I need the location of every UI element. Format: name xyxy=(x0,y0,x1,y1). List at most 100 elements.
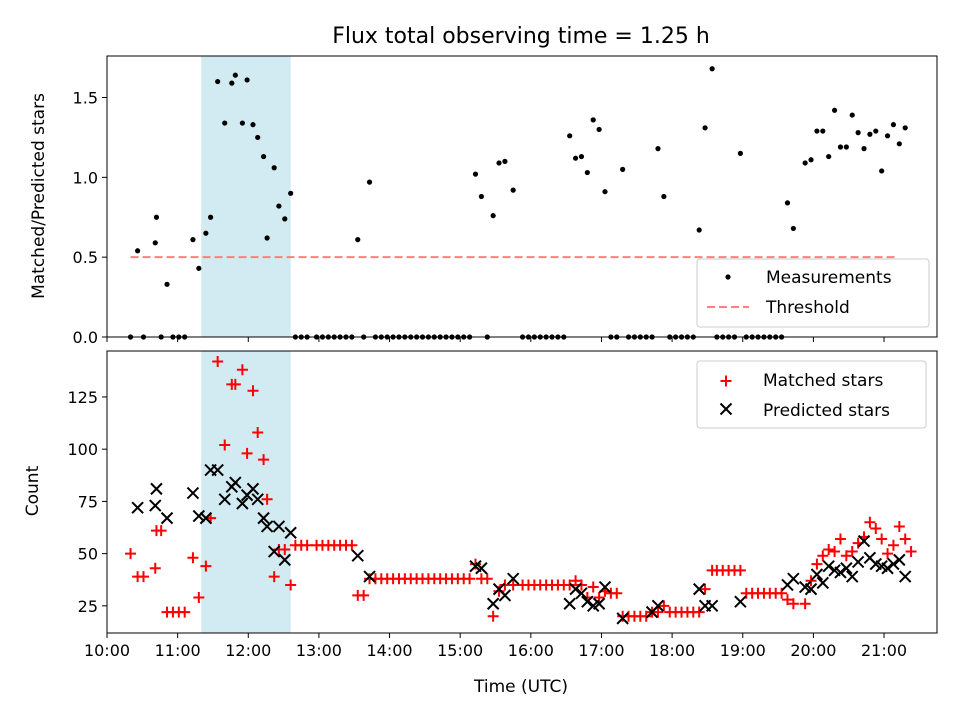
chart-title: Flux total observing time = 1.25 h xyxy=(332,24,710,49)
matched-star-point xyxy=(817,550,829,562)
predicted-star-point xyxy=(150,482,163,496)
predicted-star-point xyxy=(804,582,818,596)
matched-star-point xyxy=(241,447,253,459)
y-tick-label: 50 xyxy=(78,545,98,564)
measurement-point xyxy=(271,165,277,171)
measurement-point xyxy=(790,225,796,232)
matched-star-point xyxy=(268,571,280,583)
predicted-star-point xyxy=(506,572,520,585)
matched-star-point xyxy=(575,579,587,591)
measurement-point xyxy=(276,203,282,209)
predicted-star-point xyxy=(272,520,286,533)
axes-frame xyxy=(106,350,938,634)
measurement-point xyxy=(596,126,602,133)
predicted-star-point xyxy=(260,520,274,533)
matched-star-point xyxy=(247,385,259,397)
measurement-point xyxy=(861,146,867,152)
x-tick-label: 16:00 xyxy=(508,641,554,660)
matched-star-point xyxy=(876,533,888,545)
matched-star-point xyxy=(829,546,841,558)
predicted-star-point xyxy=(899,570,912,583)
matched-star-point xyxy=(137,571,149,583)
x-tick-label: 15:00 xyxy=(437,641,483,660)
predicted-star-point xyxy=(857,534,871,548)
measurement-point xyxy=(896,141,902,147)
legend-label-matched: Matched stars xyxy=(763,371,883,391)
predicted-star-point xyxy=(475,562,488,575)
measurement-point xyxy=(843,144,849,150)
bottom-y-axis-label: Count xyxy=(23,465,43,516)
measurement-point xyxy=(567,133,573,139)
predicted-star-point xyxy=(575,587,588,600)
bottom-panel: 25 50 75 100 125 10:00 11:00 12:00 13:00 14:00 15:… xyxy=(67,350,938,660)
matched-star-point xyxy=(734,564,746,576)
measurement-point xyxy=(849,112,855,118)
measurement-point xyxy=(472,171,479,177)
measurement-point xyxy=(784,200,791,206)
measurement-point xyxy=(902,125,908,131)
matched-star-point xyxy=(193,591,205,603)
measurement-point xyxy=(867,131,873,137)
matched-star-point xyxy=(346,539,358,551)
x-tick-label: 10:00 xyxy=(84,641,130,660)
measurement-point xyxy=(478,193,484,200)
predicted-star-point xyxy=(186,486,200,500)
matched-star-point xyxy=(882,548,894,560)
measurement-point xyxy=(696,227,702,233)
measurement-point xyxy=(152,240,158,246)
x-tick-label: 19:00 xyxy=(720,641,766,660)
measurement-point xyxy=(190,237,196,243)
predicted-star-point xyxy=(705,599,719,613)
predicted-star-point xyxy=(787,572,800,585)
predicted-star-point xyxy=(846,570,859,583)
matched-star-point xyxy=(155,525,167,537)
matched-star-point xyxy=(301,539,313,551)
matched-star-point xyxy=(811,558,823,570)
matched-star-point xyxy=(587,581,599,593)
legend-marker-matched xyxy=(720,375,732,387)
top-y-axis-label: Matched/Predicted stars xyxy=(29,93,49,299)
matched-star-point xyxy=(219,439,231,451)
predicted-star-point xyxy=(563,597,576,610)
y-tick-label: 1.5 xyxy=(73,89,98,108)
predicted-star-point xyxy=(218,493,231,506)
predicted-star-point xyxy=(229,476,242,489)
matched-star-point xyxy=(125,548,137,560)
y-tick-label: 0.5 xyxy=(73,248,98,267)
measurement-point xyxy=(584,169,590,176)
measurement-point xyxy=(578,153,585,160)
measurement-point xyxy=(879,168,885,174)
shaded-interval xyxy=(201,56,291,337)
measurement-point xyxy=(135,248,141,254)
y-tick-label: 125 xyxy=(67,388,98,407)
matched-star-point xyxy=(200,560,212,572)
top-panel: 0.0 0.5 1.0 1.5 Measurements Threshold xyxy=(73,55,938,347)
predicted-star-point xyxy=(131,501,144,514)
measurement-point xyxy=(802,160,808,166)
x-tick-label: 12:00 xyxy=(225,641,271,660)
series-1 xyxy=(127,66,908,340)
predicted-star-point xyxy=(598,580,612,594)
predicted-star-point xyxy=(840,562,853,575)
matched-star-point xyxy=(787,598,799,610)
predicted-star-point xyxy=(251,493,264,506)
matched-star-point xyxy=(864,516,876,528)
matched-star-point xyxy=(149,562,161,574)
x-tick-label: 20:00 xyxy=(790,641,836,660)
predicted-star-point xyxy=(498,589,512,602)
legend-label-predicted: Predicted stars xyxy=(763,401,890,421)
x-tick-label: 14:00 xyxy=(366,641,412,660)
predicted-star-point xyxy=(363,570,376,583)
measurement-point xyxy=(208,214,214,220)
matched-star-point xyxy=(258,454,270,466)
matched-star-point xyxy=(893,520,905,532)
predicted-star-point xyxy=(351,549,364,562)
matched-star-point xyxy=(358,589,370,601)
measurement-point xyxy=(355,237,361,243)
measurement-point xyxy=(820,128,826,134)
measurement-point xyxy=(737,150,743,156)
predicted-star-point xyxy=(581,595,594,608)
measurement-point xyxy=(655,146,661,152)
measurement-point xyxy=(661,193,667,200)
